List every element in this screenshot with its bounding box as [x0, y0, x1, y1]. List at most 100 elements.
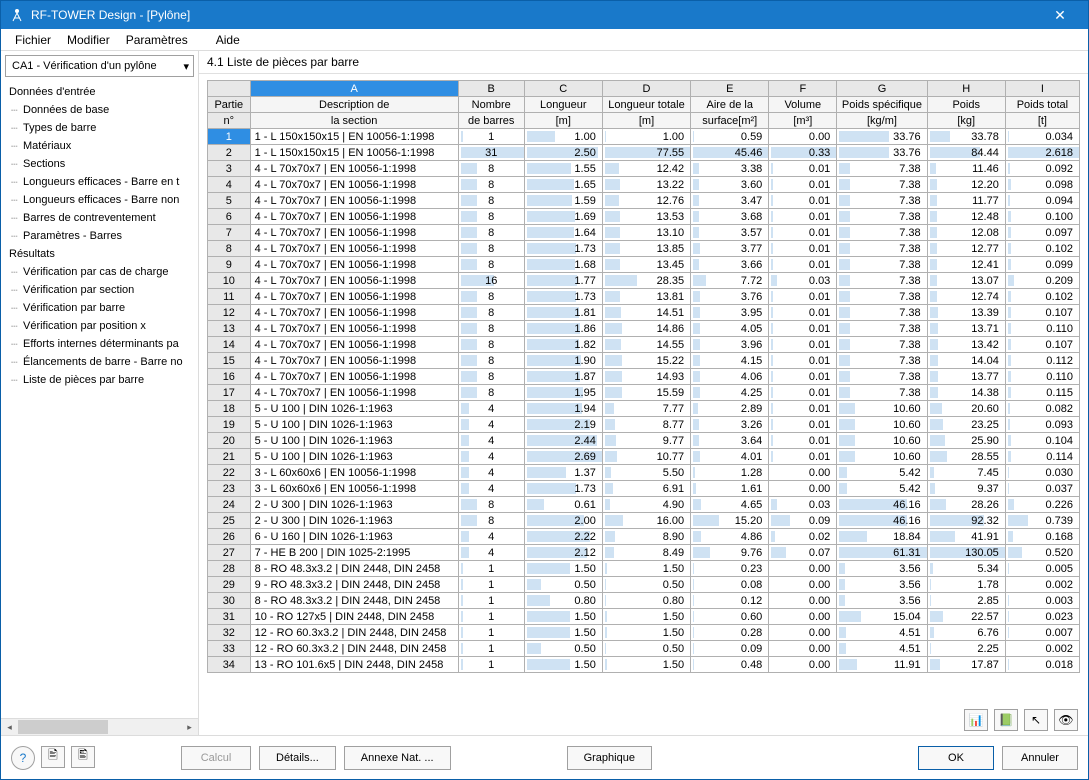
row-number[interactable]: 12: [208, 305, 251, 321]
ok-button[interactable]: OK: [918, 746, 994, 770]
cell[interactable]: 8: [458, 337, 524, 353]
cell[interactable]: 41.91: [927, 529, 1005, 545]
cell[interactable]: 13.39: [927, 305, 1005, 321]
cell[interactable]: 0.520: [1005, 545, 1079, 561]
cell[interactable]: 1.81: [524, 305, 602, 321]
cell[interactable]: 1.50: [524, 625, 602, 641]
row-number[interactable]: 18: [208, 401, 251, 417]
cell[interactable]: 1.86: [524, 321, 602, 337]
row-number[interactable]: 33: [208, 641, 251, 657]
cell[interactable]: 8: [458, 257, 524, 273]
cell[interactable]: 8 - RO 48.3x3.2 | DIN 2448, DIN 2458: [250, 561, 458, 577]
cell[interactable]: 0.104: [1005, 433, 1079, 449]
cell[interactable]: 5.42: [837, 465, 927, 481]
cell[interactable]: 5.50: [602, 465, 690, 481]
tree-item[interactable]: Vérification par position x: [1, 317, 198, 335]
cell[interactable]: 4 - L 70x70x7 | EN 10056-1:1998: [250, 273, 458, 289]
cell[interactable]: 13.42: [927, 337, 1005, 353]
cell[interactable]: 13 - RO 101.6x5 | DIN 2448, DIN 2458: [250, 657, 458, 673]
cell[interactable]: 1.50: [602, 561, 690, 577]
cell[interactable]: 13.77: [927, 369, 1005, 385]
cell[interactable]: 0.002: [1005, 577, 1079, 593]
cell[interactable]: 0.33: [769, 145, 837, 161]
cell[interactable]: 12.20: [927, 177, 1005, 193]
cell[interactable]: 13.81: [602, 289, 690, 305]
cell[interactable]: 11.77: [927, 193, 1005, 209]
cell[interactable]: 1.73: [524, 289, 602, 305]
footer-icon-2[interactable]: 🖺: [71, 746, 95, 768]
cell[interactable]: 0.023: [1005, 609, 1079, 625]
cell[interactable]: 2.22: [524, 529, 602, 545]
cell[interactable]: 0.01: [769, 289, 837, 305]
cell[interactable]: 7.38: [837, 193, 927, 209]
row-number[interactable]: 9: [208, 257, 251, 273]
row-number[interactable]: 31: [208, 609, 251, 625]
cell[interactable]: 1.50: [524, 561, 602, 577]
excel-export-icon[interactable]: 📗: [994, 709, 1018, 731]
tree-item[interactable]: Élancements de barre - Barre no: [1, 353, 198, 371]
cell[interactable]: 46.16: [837, 513, 927, 529]
row-number[interactable]: 15: [208, 353, 251, 369]
cell[interactable]: 0.094: [1005, 193, 1079, 209]
cell[interactable]: 4 - L 70x70x7 | EN 10056-1:1998: [250, 177, 458, 193]
row-number[interactable]: 8: [208, 241, 251, 257]
cell[interactable]: 2.44: [524, 433, 602, 449]
row-number[interactable]: 20: [208, 433, 251, 449]
cell[interactable]: 2.00: [524, 513, 602, 529]
cell[interactable]: 11.91: [837, 657, 927, 673]
cell[interactable]: 2.50: [524, 145, 602, 161]
cell[interactable]: 1: [458, 129, 524, 145]
cell[interactable]: 0.226: [1005, 497, 1079, 513]
col-letter[interactable]: I: [1005, 81, 1079, 97]
cell[interactable]: 10.60: [837, 417, 927, 433]
row-number[interactable]: 16: [208, 369, 251, 385]
cell[interactable]: 0.209: [1005, 273, 1079, 289]
cell[interactable]: 3.56: [837, 593, 927, 609]
cell[interactable]: 5 - U 100 | DIN 1026-1:1963: [250, 417, 458, 433]
cell[interactable]: 0.01: [769, 337, 837, 353]
cell[interactable]: 1.82: [524, 337, 602, 353]
cell[interactable]: 2.618: [1005, 145, 1079, 161]
cell[interactable]: 1: [458, 657, 524, 673]
cell[interactable]: 4: [458, 401, 524, 417]
cell[interactable]: 8 - RO 48.3x3.2 | DIN 2448, DIN 2458: [250, 593, 458, 609]
cell[interactable]: 10.60: [837, 449, 927, 465]
cell[interactable]: 1.68: [524, 257, 602, 273]
cell[interactable]: 2.85: [927, 593, 1005, 609]
cell[interactable]: 3.96: [691, 337, 769, 353]
cell[interactable]: 0.23: [691, 561, 769, 577]
cell[interactable]: 12.42: [602, 161, 690, 177]
cell[interactable]: 8: [458, 305, 524, 321]
cell[interactable]: 3.68: [691, 209, 769, 225]
cell[interactable]: 1 - L 150x150x15 | EN 10056-1:1998: [250, 129, 458, 145]
cell[interactable]: 13.10: [602, 225, 690, 241]
tree-item[interactable]: Vérification par cas de charge: [1, 263, 198, 281]
cell[interactable]: 33.78: [927, 129, 1005, 145]
cell[interactable]: 1.77: [524, 273, 602, 289]
cell[interactable]: 1.78: [927, 577, 1005, 593]
cell[interactable]: 4: [458, 417, 524, 433]
col-letter[interactable]: A: [250, 81, 458, 97]
cell[interactable]: 28.55: [927, 449, 1005, 465]
cell[interactable]: 0.01: [769, 449, 837, 465]
cell[interactable]: 8: [458, 161, 524, 177]
cell[interactable]: 0.01: [769, 385, 837, 401]
cell[interactable]: 0.168: [1005, 529, 1079, 545]
cell[interactable]: 0.115: [1005, 385, 1079, 401]
cell[interactable]: 1.00: [524, 129, 602, 145]
cell[interactable]: 2 - U 300 | DIN 1026-1:1963: [250, 497, 458, 513]
details-button[interactable]: Détails...: [259, 746, 336, 770]
cell[interactable]: 4 - L 70x70x7 | EN 10056-1:1998: [250, 225, 458, 241]
cell[interactable]: 1.87: [524, 369, 602, 385]
cell[interactable]: 0.01: [769, 257, 837, 273]
cell[interactable]: 1 - L 150x150x15 | EN 10056-1:1998: [250, 145, 458, 161]
row-number[interactable]: 24: [208, 497, 251, 513]
cell[interactable]: 0.114: [1005, 449, 1079, 465]
tree-item[interactable]: Données de base: [1, 101, 198, 119]
row-number[interactable]: 22: [208, 465, 251, 481]
cell[interactable]: 33.76: [837, 145, 927, 161]
cell[interactable]: 7.38: [837, 305, 927, 321]
row-number[interactable]: 28: [208, 561, 251, 577]
cell[interactable]: 0.099: [1005, 257, 1079, 273]
cell[interactable]: 1: [458, 609, 524, 625]
